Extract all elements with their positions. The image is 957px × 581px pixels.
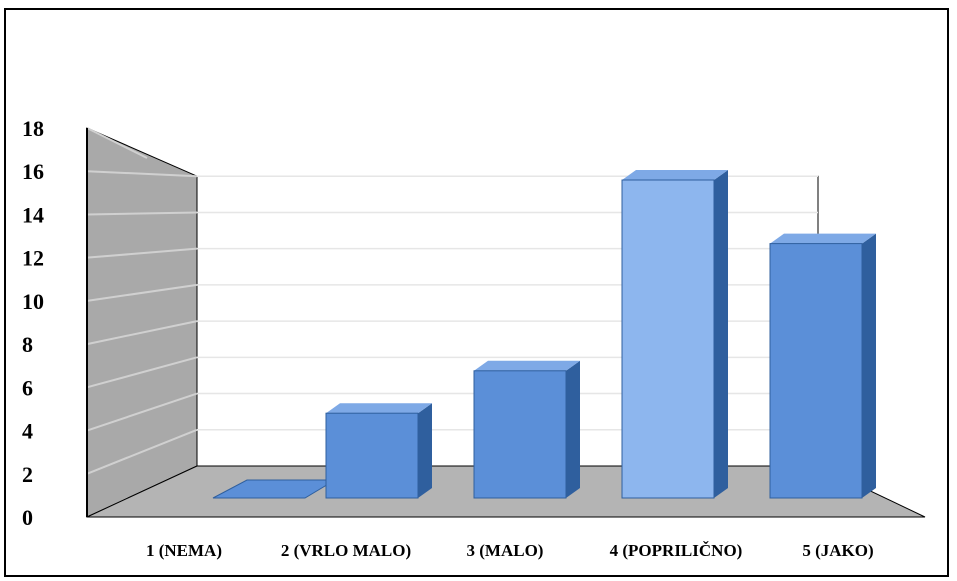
bar-top (326, 403, 432, 414)
bar-top (622, 170, 728, 180)
gridline-side (86, 356, 198, 389)
y-tick-label: 10 (22, 289, 44, 314)
y-axis-ticks: 0 2 4 6 8 10 12 14 16 18 (22, 116, 44, 530)
gridline-side (86, 392, 198, 432)
y-tick-label: 0 (22, 505, 33, 530)
side-wall (86, 127, 198, 518)
bar-top (770, 233, 876, 244)
y-tick-label: 8 (22, 332, 33, 357)
x-category-label: 4 (POPRILIČNO) (610, 541, 743, 560)
gridline-side (86, 283, 198, 302)
y-tick-label: 18 (22, 116, 44, 141)
bar (325, 403, 432, 499)
y-tick-label: 4 (22, 419, 33, 444)
bar (621, 170, 728, 499)
bar-side (862, 233, 876, 498)
bar-front (325, 412, 419, 499)
x-category-label: 3 (MALO) (467, 541, 544, 560)
gridline-side (86, 127, 148, 159)
bar-front (621, 179, 715, 499)
y-tick-label: 12 (22, 246, 44, 271)
gridline-side (86, 247, 198, 259)
x-category-label: 5 (JAKO) (802, 541, 873, 560)
y-tick-label: 16 (22, 159, 44, 184)
gridline-side (86, 170, 198, 178)
bar-top (474, 360, 580, 371)
gridline-side (86, 211, 198, 216)
x-category-label: 2 (VRLO MALO) (281, 541, 411, 560)
bar-side (418, 403, 432, 498)
bar-side (714, 170, 728, 498)
bar (769, 233, 876, 499)
bar-front (769, 243, 863, 499)
x-axis-categories: 1 (NEMA) 2 (VRLO MALO) 3 (MALO) 4 (POPRILIČ… (146, 541, 874, 560)
bar-side (566, 360, 580, 498)
x-category-label: 1 (NEMA) (146, 541, 222, 560)
y-tick-label: 14 (22, 202, 44, 227)
bar (473, 360, 580, 499)
bars (212, 170, 876, 499)
bar-front (473, 370, 567, 499)
y-tick-label: 6 (22, 375, 33, 400)
gridline-side (86, 320, 198, 346)
y-tick-label: 2 (22, 462, 33, 487)
gridline-side (86, 428, 198, 475)
